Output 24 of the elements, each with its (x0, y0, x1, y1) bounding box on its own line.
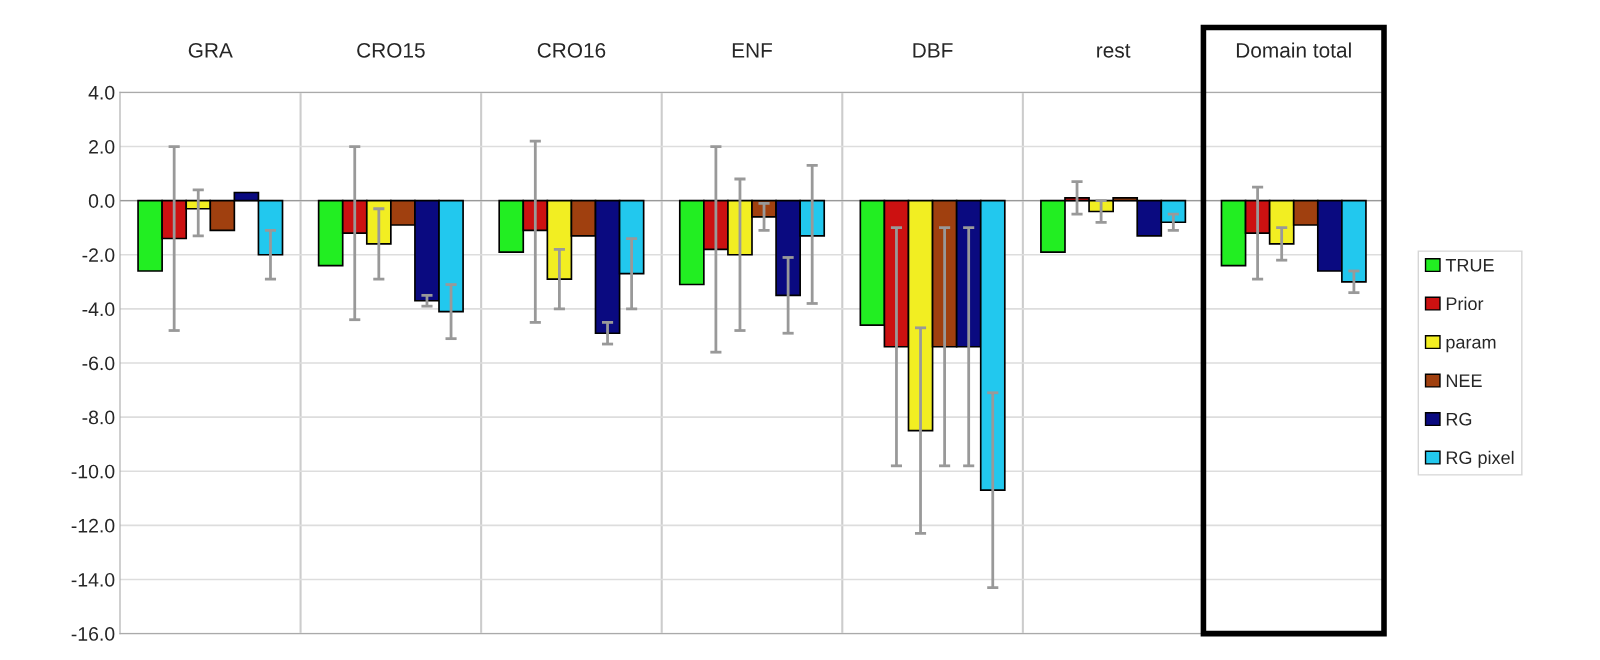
y-tick-label: -16.0 (71, 627, 115, 641)
legend-label: RG (1446, 412, 1472, 426)
y-tick-label: -2.0 (82, 248, 115, 262)
x-tick-label: ENF (732, 43, 772, 58)
legend-label: param (1446, 338, 1496, 353)
legend-label: Prior (1446, 296, 1484, 311)
x-tick-label: CRO16 (537, 42, 606, 58)
y-tick-label: -8.0 (82, 410, 115, 425)
y-tick-label: -12.0 (71, 518, 115, 533)
y-tick-label: -10.0 (71, 464, 115, 479)
x-tick-label: GRA (188, 42, 233, 58)
x-tick-label: Domain total (1236, 42, 1351, 58)
x-tick-label: DBF (913, 43, 953, 58)
legend-label: NEE (1446, 374, 1482, 387)
y-tick-label: -6.0 (82, 356, 115, 371)
x-tick-label: rest (1097, 44, 1131, 58)
y-tick-label: 2.0 (89, 139, 115, 154)
y-tick-label: 4.0 (88, 85, 115, 100)
legend-label: TRUE (1445, 259, 1494, 272)
legend-label: RG pixel (1446, 450, 1514, 468)
y-tick-label: 0.0 (88, 194, 115, 208)
y-tick-label: -14.0 (71, 572, 115, 587)
x-tick-label: CRO15 (357, 42, 425, 58)
y-tick-label: -4.0 (82, 302, 115, 317)
